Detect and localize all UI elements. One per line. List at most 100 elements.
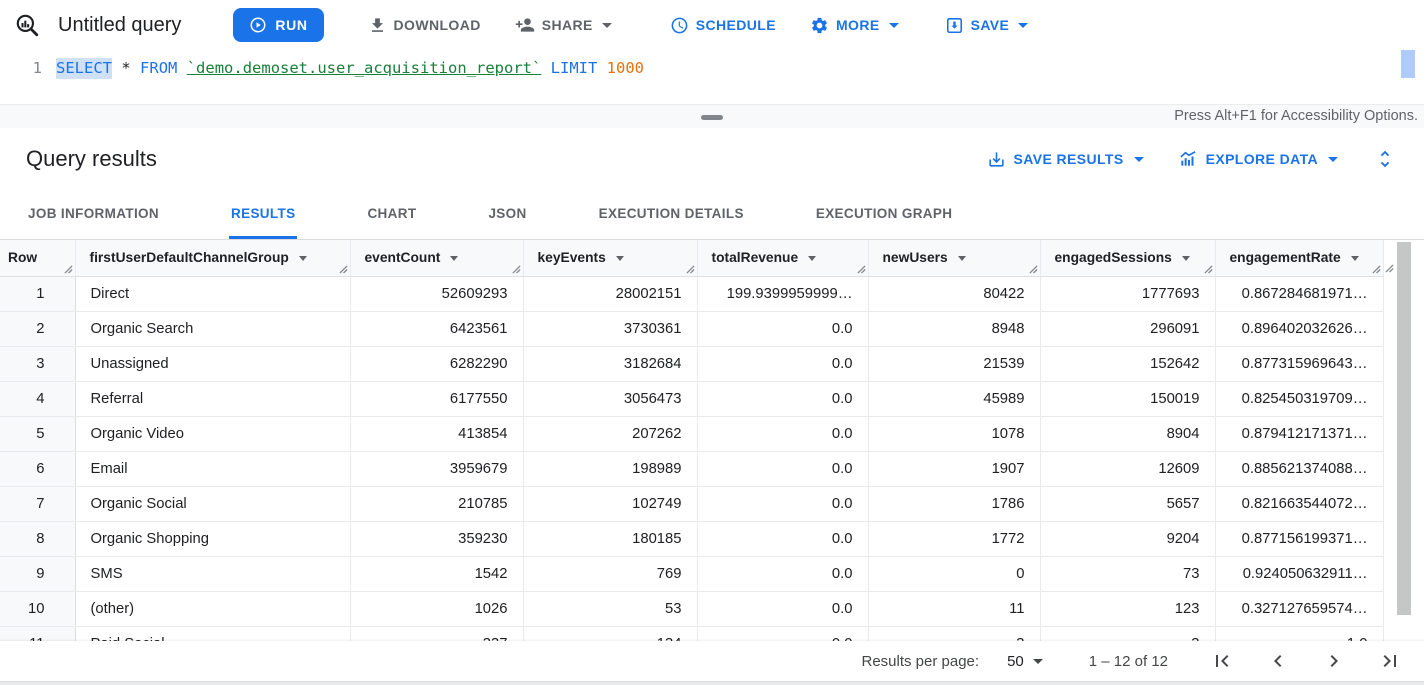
cell-totalRevenue: 0.0 <box>697 626 869 641</box>
explore-data-label: EXPLORE DATA <box>1205 151 1318 167</box>
table-row: 2 Organic Search 6423561 3730361 0.0 8948 2960… <box>0 311 1384 347</box>
save-results-button[interactable]: SAVE RESULTS <box>987 150 1144 169</box>
results-table: Row firstUserDefaultChannelGroup eventCoun… <box>0 240 1384 641</box>
column-resize-handle[interactable] <box>1203 264 1213 274</box>
sort-caret-icon[interactable] <box>957 256 966 262</box>
tab-json[interactable]: JSON <box>488 205 527 221</box>
row-number: 2 <box>0 311 76 347</box>
cell-totalRevenue: 0.0 <box>697 591 869 627</box>
sql-editor[interactable]: 1 SELECT * FROM `demo.demoset.user_acquis… <box>0 50 1424 104</box>
cell-totalRevenue: 0.0 <box>697 486 869 522</box>
tab-execution-details[interactable]: EXECUTION DETAILS <box>598 205 744 221</box>
column-resize-handle[interactable] <box>1028 264 1038 274</box>
cell-eventCount: 337 <box>350 626 524 641</box>
column-resize-handle[interactable] <box>511 264 521 274</box>
table-row: 8 Organic Shopping 359230 180185 0.0 1772 9204… <box>0 521 1384 557</box>
column-resize-handle[interactable] <box>856 264 866 274</box>
cell-newUsers: 1078 <box>868 416 1041 452</box>
cell-firstUserDefaultChannelGroup: (other) <box>75 591 351 627</box>
next-page-button[interactable] <box>1322 649 1346 673</box>
column-header-totalRevenue[interactable]: totalRevenue <box>697 240 869 277</box>
page-size-select[interactable]: 50 <box>1007 653 1043 670</box>
query-toolbar: Untitled query RUN DOWNLOAD SHARE <box>0 0 1424 50</box>
cell-engagedSessions: 123 <box>1040 591 1216 627</box>
row-number: 8 <box>0 521 76 557</box>
column-resize-handle[interactable] <box>338 264 348 274</box>
explore-data-button[interactable]: EXPLORE DATA <box>1178 149 1338 169</box>
sort-caret-icon[interactable] <box>1181 256 1190 262</box>
save-label: SAVE <box>970 17 1010 33</box>
schedule-button[interactable]: SCHEDULE <box>660 7 786 43</box>
save-button[interactable]: SAVE <box>935 7 1039 43</box>
table-row: 4 Referral 6177550 3056473 0.0 45989 150019 0.8… <box>0 381 1384 417</box>
column-header-keyEvents[interactable]: keyEvents <box>523 240 698 277</box>
last-page-button[interactable] <box>1378 649 1402 673</box>
cell-newUsers: 1772 <box>868 521 1041 557</box>
editor-scrollbar[interactable] <box>1401 50 1415 78</box>
row-number: 1 <box>0 276 76 312</box>
sql-table-reference[interactable]: `demo.demoset.user_acquisition_report` <box>186 59 542 77</box>
column-resize-handle[interactable] <box>685 264 695 274</box>
cell-totalRevenue: 0.0 <box>697 451 869 487</box>
run-button[interactable]: RUN <box>233 8 324 42</box>
sort-caret-icon[interactable] <box>450 256 459 262</box>
more-button[interactable]: MORE <box>800 7 909 43</box>
table-resize-handle[interactable] <box>1385 264 1394 273</box>
row-number: 6 <box>0 451 76 487</box>
cell-engagedSessions: 152642 <box>1040 346 1216 382</box>
sort-caret-icon[interactable] <box>808 256 817 262</box>
column-resize-handle[interactable] <box>63 264 73 274</box>
run-label: RUN <box>275 17 308 33</box>
cell-engagedSessions: 3 <box>1040 626 1216 641</box>
table-row: 5 Organic Video 413854 207262 0.0 1078 8904 0.8… <box>0 416 1384 452</box>
sort-caret-icon[interactable] <box>1350 256 1359 262</box>
first-page-icon <box>1216 655 1229 667</box>
table-scrollbar-thumb[interactable] <box>1397 242 1411 615</box>
column-header-newUsers[interactable]: newUsers <box>868 240 1041 277</box>
sql-keyword-from: FROM <box>140 59 178 77</box>
pagination-range: 1 – 12 of 12 <box>1088 652 1168 670</box>
column-resize-handle[interactable] <box>1371 264 1381 274</box>
last-page-icon <box>1383 655 1396 667</box>
tab-execution-graph[interactable]: EXECUTION GRAPH <box>815 205 953 221</box>
cell-newUsers: 1786 <box>868 486 1041 522</box>
row-number: 4 <box>0 381 76 417</box>
column-label: Row <box>8 250 38 266</box>
dropdown-caret-icon <box>888 22 899 28</box>
splitter-drag-handle[interactable] <box>701 115 723 120</box>
results-tabs: JOB INFORMATION RESULTS CHART JSON EXECUTION… <box>0 190 1424 240</box>
page-size-value: 50 <box>1007 652 1024 670</box>
column-header-eventCount[interactable]: eventCount <box>350 240 524 277</box>
cell-firstUserDefaultChannelGroup: Organic Video <box>75 416 351 452</box>
results-table-wrap: Row firstUserDefaultChannelGroup eventCoun… <box>0 240 1424 641</box>
cell-engagementRate: 1.0 <box>1215 626 1384 641</box>
cell-eventCount: 6177550 <box>350 381 524 417</box>
table-scrollbar[interactable] <box>1397 240 1411 641</box>
share-button[interactable]: SHARE <box>505 7 622 43</box>
cell-keyEvents: 198989 <box>523 451 698 487</box>
tab-results[interactable]: RESULTS <box>229 190 298 239</box>
tab-chart[interactable]: CHART <box>367 205 417 221</box>
column-label: totalRevenue <box>711 250 799 266</box>
sort-caret-icon[interactable] <box>298 256 307 262</box>
column-header-engagedSessions[interactable]: engagedSessions <box>1040 240 1216 277</box>
table-row: 11Paid Social3371340.0331.0 <box>0 626 1384 641</box>
cell-firstUserDefaultChannelGroup: Unassigned <box>75 346 351 382</box>
first-page-button[interactable] <box>1210 649 1234 673</box>
collapse-results-button[interactable] <box>1372 146 1398 172</box>
cell-engagementRate: 0.825450319709… <box>1215 381 1384 417</box>
column-header-row[interactable]: Row <box>0 240 76 277</box>
cell-engagementRate: 0.879412171371… <box>1215 416 1384 452</box>
cell-keyEvents: 180185 <box>523 521 698 557</box>
column-header-firstUserDefaultChannelGroup[interactable]: firstUserDefaultChannelGroup <box>75 240 351 277</box>
row-number: 5 <box>0 416 76 452</box>
column-header-engagementRate[interactable]: engagementRate <box>1215 240 1384 277</box>
chart-icon <box>1179 151 1196 166</box>
cell-keyEvents: 769 <box>523 556 698 592</box>
cell-keyEvents: 207262 <box>523 416 698 452</box>
previous-page-button[interactable] <box>1266 649 1290 673</box>
sort-caret-icon[interactable] <box>615 256 624 262</box>
tab-job-information[interactable]: JOB INFORMATION <box>28 205 159 221</box>
download-button[interactable]: DOWNLOAD <box>358 7 491 43</box>
cell-keyEvents: 3182684 <box>523 346 698 382</box>
